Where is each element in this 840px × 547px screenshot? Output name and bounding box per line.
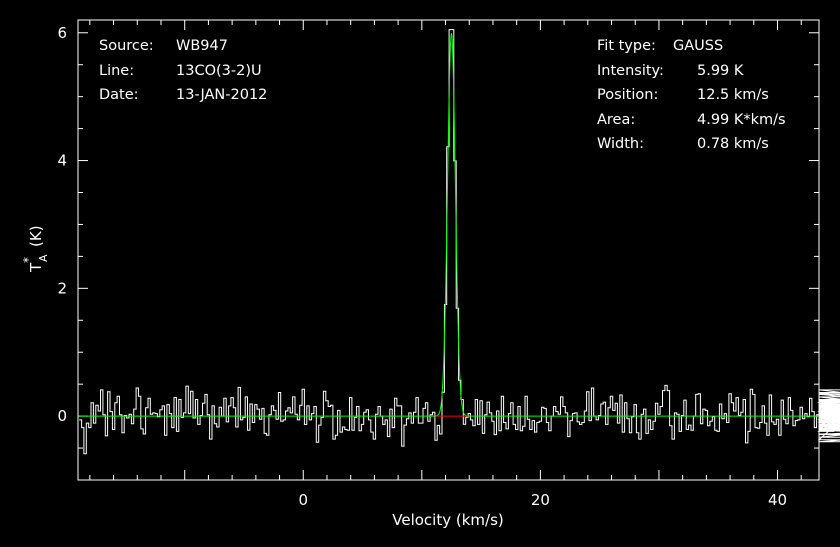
fit-intensity-label: Intensity: — [597, 63, 664, 79]
y-tick-label: 4 — [57, 152, 67, 170]
fit-type-label: Fit type: — [597, 38, 656, 54]
fit-type-value: GAUSS — [673, 38, 723, 54]
y-axis-label-sup: * — [21, 257, 35, 263]
spectrum-line — [79, 29, 840, 455]
source-value: WB947 — [176, 38, 228, 54]
y-axis-label: T * A (K) — [21, 225, 50, 273]
y-tick-label: 6 — [57, 24, 67, 42]
x-axis-label: Velocity (km/s) — [392, 511, 503, 529]
header-info: Source: WB947 Line: 13CO(3-2)U Date: 13-… — [99, 38, 786, 152]
gaussian-fit-line — [78, 32, 819, 417]
fit-width-value: 0.78 km/s — [697, 136, 769, 152]
date-label: Date: — [99, 87, 139, 103]
source-label: Source: — [99, 38, 154, 54]
x-tick-label: 40 — [768, 491, 787, 509]
y-axis-label-unit: (K) — [27, 225, 45, 247]
y-axis-label-sub: A — [37, 254, 50, 262]
x-tick-label: 20 — [531, 491, 550, 509]
tick-labels: 0 20 40 0 2 4 6 — [57, 24, 787, 509]
line-value: 13CO(3-2)U — [176, 63, 262, 79]
plot-frame — [77, 19, 820, 481]
y-axis-label-main: T — [27, 262, 45, 273]
axis-ticks — [78, 20, 819, 481]
fit-position-label: Position: — [597, 87, 658, 103]
y-tick-label: 0 — [57, 407, 67, 425]
date-value: 13-JAN-2012 — [176, 87, 267, 103]
fit-area-value: 4.99 K*km/s — [697, 112, 786, 128]
fit-intensity-value: 5.99 K — [697, 63, 744, 79]
fit-position-value: 12.5 km/s — [697, 87, 769, 103]
series — [78, 29, 840, 455]
fit-area-label: Area: — [597, 112, 635, 128]
x-tick-label: 0 — [298, 491, 308, 509]
line-label: Line: — [99, 63, 134, 79]
y-tick-label: 2 — [57, 279, 67, 297]
fit-width-label: Width: — [597, 136, 644, 152]
